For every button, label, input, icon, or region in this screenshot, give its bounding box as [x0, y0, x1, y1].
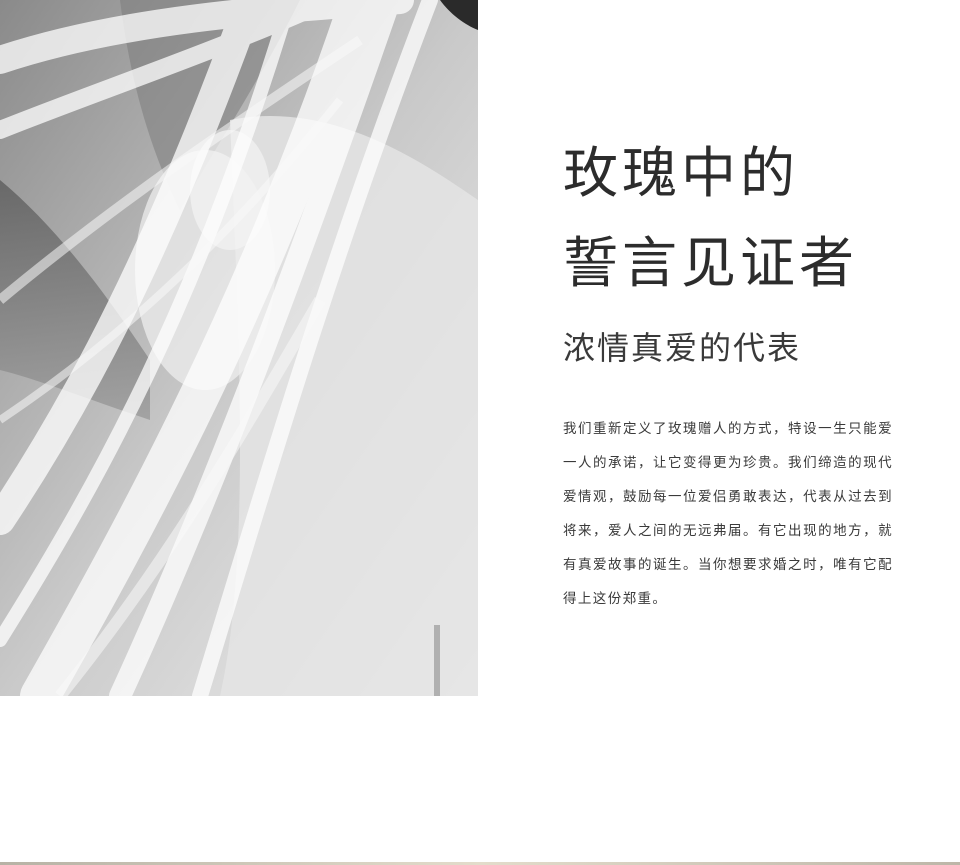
veil-illustration	[0, 0, 478, 696]
subtitle: 浓情真爱的代表	[563, 329, 802, 367]
bride-veil-photo	[0, 0, 478, 696]
title-line-1: 玫瑰中的	[563, 141, 800, 205]
title-line-2: 誓言见证者	[563, 231, 859, 295]
story-text-block: 玫瑰中的 誓言见证者 浓情真爱的代表 我们重新定义了玫瑰赠人的方式，特设一生只能…	[563, 128, 903, 616]
bottom-divider	[0, 862, 960, 865]
body-paragraph: 我们重新定义了玫瑰赠人的方式，特设一生只能爱一人的承诺，让它变得更为珍贵。我们缔…	[563, 421, 893, 607]
